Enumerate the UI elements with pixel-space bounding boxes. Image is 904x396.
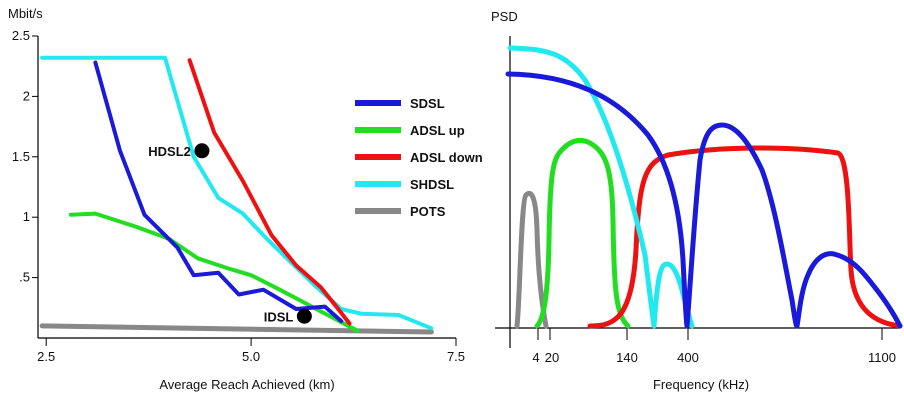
right-x-tick-label: 400 (677, 350, 699, 365)
left-y-axis-label: Mbit/s (8, 6, 43, 21)
left-x-tick-label: 7.5 (447, 349, 465, 364)
legend-label: SHDSL (410, 177, 454, 192)
series-line-sdsl (93, 60, 344, 324)
annotation-label: HDSL2 (148, 144, 191, 159)
left-y-ticks: .5 1 1.5 2 2.5 (12, 28, 38, 285)
legend-label: SDSL (410, 96, 445, 111)
annotation-marker (296, 308, 312, 324)
right-x-tick-label: 140 (616, 350, 638, 365)
right-x-tick-label: 20 (545, 350, 559, 365)
legend-label: POTS (410, 204, 446, 219)
psd-curve-sdsl (505, 71, 903, 329)
right-x-tick-label: 1100 (868, 350, 896, 365)
right-y-axis-label: PSD (491, 9, 518, 24)
right-x-tick-label: 4 (532, 350, 539, 365)
series-line-shdsl (40, 55, 434, 331)
legend-label: ADSL up (410, 123, 465, 138)
psd-curve-pots (514, 190, 549, 329)
left-y-tick-label: .5 (19, 270, 30, 285)
left-y-tick-label: 2.5 (12, 28, 30, 43)
left-y-tick-label: 2 (23, 88, 30, 103)
legend-label: ADSL down (410, 150, 483, 165)
psd-curve-shdsl (507, 45, 695, 329)
left-annotations: HDSL2 IDSL (148, 143, 312, 324)
annotation-marker (194, 143, 210, 159)
left-chart: Mbit/s .5 1 1.5 2 2.5 2.5 5.0 7.5 HDSL2 IDSL Av… (8, 6, 465, 392)
psd-curve-adsl-down (587, 145, 903, 329)
left-series-group (39, 55, 434, 335)
left-x-axis-label: Average Reach Achieved (km) (159, 377, 334, 392)
right-chart: PSD 4 20 140 400 1100 Frequency (kHz) (491, 9, 903, 392)
left-x-tick-label: 2.5 (37, 349, 55, 364)
series-line-adsl-up (68, 211, 360, 333)
series-line-adsl-down (187, 58, 352, 326)
series-line-pots (39, 323, 434, 335)
left-y-tick-label: 1 (23, 209, 30, 224)
left-x-ticks: 2.5 5.0 7.5 (37, 338, 465, 364)
left-y-tick-label: 1.5 (12, 149, 30, 164)
right-x-axis-label: Frequency (kHz) (653, 377, 749, 392)
annotation-label: IDSL (264, 309, 294, 324)
psd-curve-adsl-up (534, 137, 631, 329)
legend: SDSL ADSL up ADSL down SHDSL POTS (355, 96, 483, 219)
left-x-tick-label: 5.0 (242, 349, 260, 364)
